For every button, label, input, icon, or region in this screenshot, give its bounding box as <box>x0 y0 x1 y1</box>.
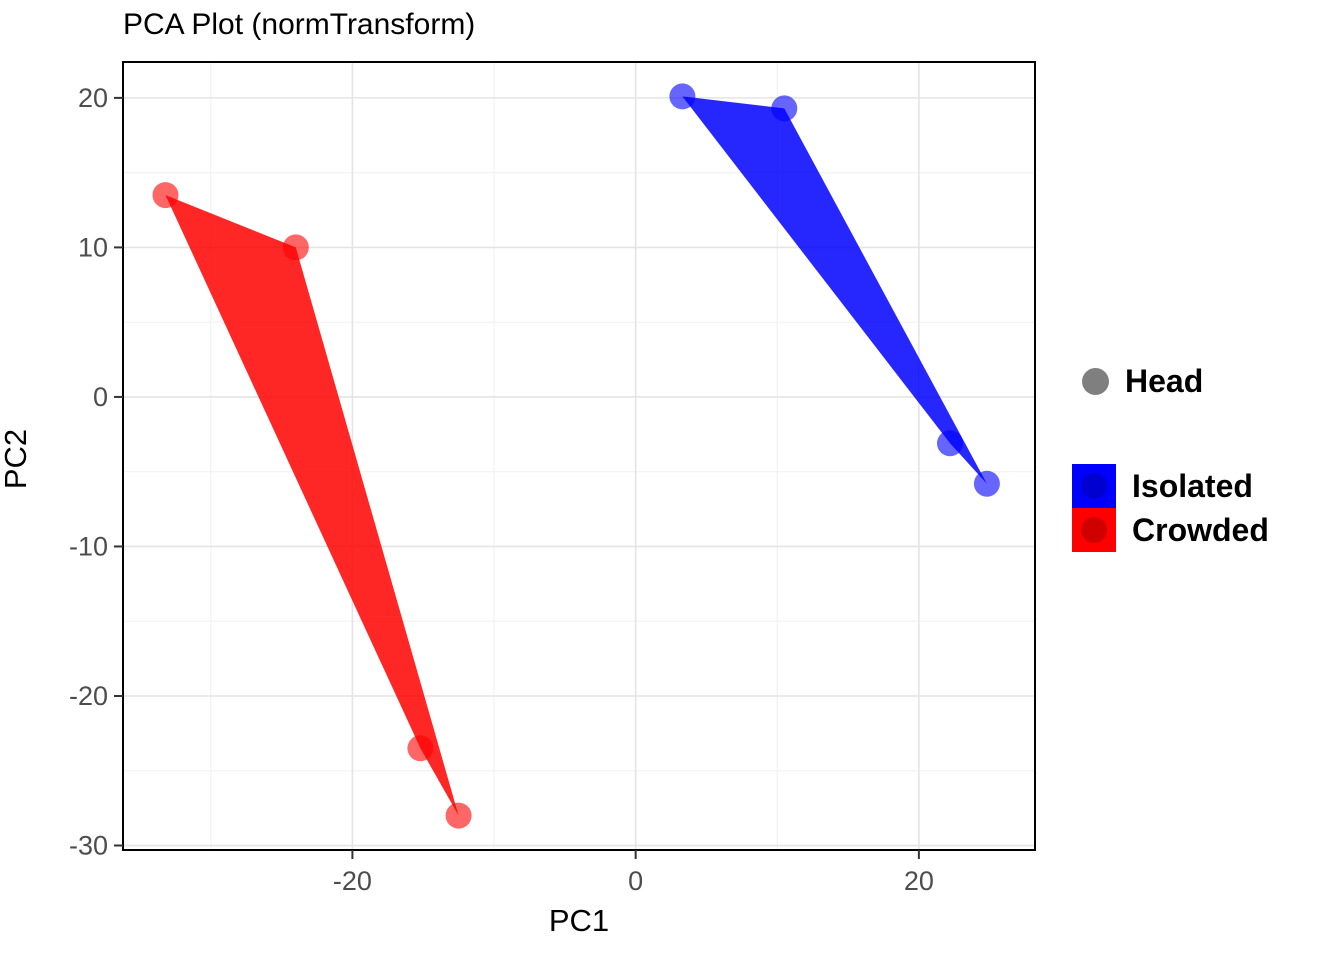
x-axis-title: PC1 <box>548 903 610 938</box>
legend-item-crowded: Crowded <box>1072 508 1342 552</box>
legend: Head Isolated Crowded <box>1072 358 1342 552</box>
svg-text:-20: -20 <box>69 681 108 711</box>
svg-text:0: 0 <box>628 866 643 896</box>
isolated-swatch-icon <box>1072 464 1116 508</box>
svg-text:-30: -30 <box>69 831 108 861</box>
svg-text:20: 20 <box>904 866 934 896</box>
svg-text:10: 10 <box>78 232 108 262</box>
legend-label-isolated: Isolated <box>1132 467 1253 504</box>
svg-text:0: 0 <box>93 382 108 412</box>
legend-item-head: Head <box>1072 358 1342 404</box>
crowded-swatch-icon <box>1072 508 1116 552</box>
svg-text:-10: -10 <box>69 531 108 561</box>
crowded-point-icon <box>1081 517 1107 543</box>
head-point-icon <box>1082 367 1109 395</box>
svg-text:20: 20 <box>78 83 108 113</box>
legend-label-head: Head <box>1125 362 1204 399</box>
legend-label-crowded: Crowded <box>1132 511 1269 548</box>
svg-text:-20: -20 <box>333 866 372 896</box>
y-axis-title: PC2 <box>0 428 33 490</box>
isolated-point-icon <box>1081 473 1107 499</box>
chart-title: PCA Plot (normTransform) <box>123 8 476 41</box>
shape-legend-group: Head <box>1072 358 1342 404</box>
fill-legend-group: Isolated Crowded <box>1072 464 1342 552</box>
legend-item-isolated: Isolated <box>1072 464 1342 508</box>
